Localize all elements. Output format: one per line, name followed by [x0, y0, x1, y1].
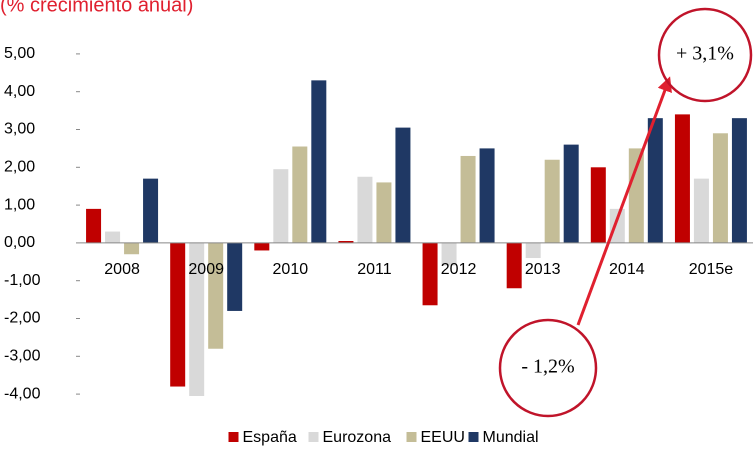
bar	[441, 242, 457, 266]
bar	[170, 242, 186, 387]
bar	[693, 178, 709, 243]
bar	[292, 146, 308, 243]
x-tick-label: 2009	[188, 261, 224, 278]
legend-label: Mundial	[483, 429, 539, 446]
plot-area: -4,00 -3,00 -2,00 -1,00 0,00 1,00 2,00 3,00 4,00…	[4, 45, 753, 446]
bar	[376, 182, 392, 243]
bar	[647, 118, 663, 243]
y-tick-label: 2,00	[4, 159, 35, 176]
bar	[105, 231, 121, 243]
annotation-circle	[498, 318, 598, 418]
bar	[273, 169, 289, 243]
bar	[227, 242, 243, 311]
bar	[86, 208, 102, 243]
x-tick-label: 2014	[609, 261, 645, 278]
legend-swatch	[468, 432, 479, 442]
x-tick-label: 2011	[357, 261, 392, 278]
y-tick-label: 3,00	[4, 121, 35, 138]
bar	[395, 127, 411, 243]
bar	[189, 242, 205, 396]
bar	[674, 114, 690, 243]
legend-label: EEUU	[421, 429, 465, 446]
bar	[628, 148, 644, 243]
bar	[208, 242, 224, 349]
bar	[731, 118, 747, 243]
annotation: + 3,1%	[676, 43, 734, 65]
y-tick-label: -3,00	[4, 348, 41, 365]
x-tick-label: 2013	[525, 261, 561, 278]
bar	[124, 242, 140, 255]
legend-swatch	[406, 432, 417, 442]
x-tick-label: 2010	[273, 261, 309, 278]
y-tick-label: 5,00	[4, 45, 35, 62]
x-tick-label: 2012	[441, 261, 477, 278]
bar	[357, 176, 373, 243]
bar	[460, 155, 476, 243]
y-tick-label: -4,00	[4, 385, 41, 402]
x-tick-label: 2015e	[689, 261, 734, 278]
annotation: - 1,2%	[521, 356, 574, 378]
y-tick-label: -2,00	[4, 310, 41, 327]
bar	[590, 167, 606, 243]
bar	[143, 178, 159, 243]
y-tick-label: 1,00	[4, 196, 35, 213]
bar	[609, 208, 625, 243]
y-tick-label: -1,00	[4, 272, 41, 289]
bar	[338, 241, 354, 243]
y-tick-label: 0,00	[4, 234, 35, 251]
chart-title: (% crecimiento anual)	[0, 0, 193, 16]
bar	[712, 133, 728, 243]
bar	[311, 80, 327, 243]
arrow	[576, 76, 672, 326]
bar	[506, 242, 522, 289]
bar	[479, 148, 495, 243]
x-tick-label: 2008	[104, 261, 140, 278]
legend-swatch	[308, 432, 319, 442]
legend-label: España	[243, 429, 297, 446]
bar	[525, 242, 541, 259]
bar	[422, 242, 438, 306]
bar	[544, 159, 560, 243]
y-tick-label: 4,00	[4, 83, 35, 100]
legend-label: Eurozona	[323, 429, 392, 446]
bar	[254, 242, 270, 251]
annotation-circle	[657, 7, 753, 103]
legend-swatch	[228, 432, 239, 442]
bar	[563, 144, 579, 243]
